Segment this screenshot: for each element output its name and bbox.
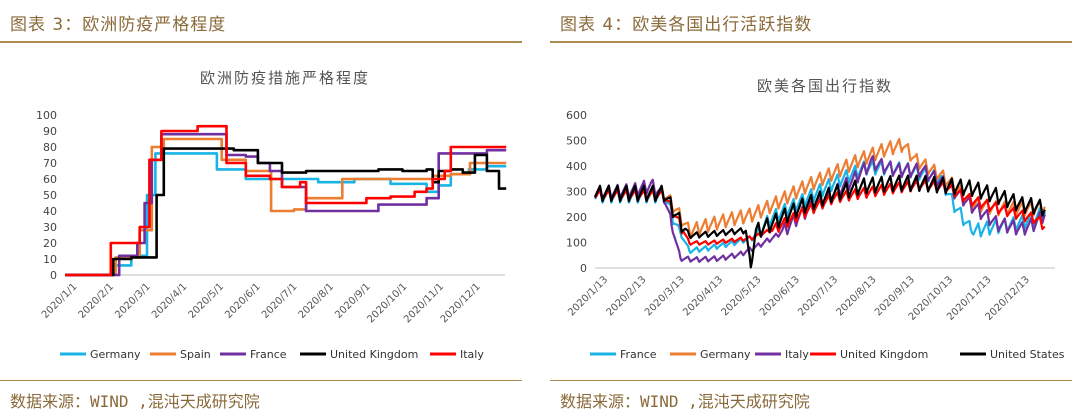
figure-title: 图表 4：欧美各国出行活跃指数 [560, 15, 813, 35]
x-tick-label: 2020/7/1 [260, 281, 300, 321]
europe-stringency-chart: 欧洲防疫措施严格程度 0 10 20 30 40 50 60 70 80 90 100 2020/1/1… [36, 69, 507, 361]
y-tick-label: 70 [43, 157, 57, 170]
source-note: 数据来源：WIND ,混沌天成研究院 [10, 392, 260, 411]
y-tick-label: 200 [566, 211, 587, 224]
chart-title: 欧美各国出行指数 [757, 77, 893, 95]
y-tick-label: 50 [43, 189, 57, 202]
title-rule [550, 41, 1072, 43]
legend-label: United Kingdom [840, 348, 928, 361]
x-tick-label: 2020/8/13 [835, 274, 879, 318]
mobility-index-chart: 欧美各国出行指数01002003004005006002020/1/132020… [566, 77, 1065, 361]
x-tick-label: 2020/2/13 [605, 274, 649, 318]
legend-label: France [250, 348, 287, 361]
x-tick-label: 2020/8/1 [297, 281, 337, 321]
right-figure-panel: 图表 4：欧美各国出行活跃指数 欧美各国出行指数 0 100 200 300 400 500… [550, 0, 1080, 418]
x-tick-label: 2020/7/13 [796, 274, 840, 318]
y-tick-label: 30 [43, 221, 57, 234]
legend-label: Italy [460, 348, 484, 361]
legend-label: France [620, 348, 657, 361]
x-tick-label: 2020/3/13 [643, 274, 687, 318]
series-line-italy [65, 124, 507, 277]
x-tick-label: 2020/6/13 [758, 274, 802, 318]
legend-label: United Kingdom [330, 348, 418, 361]
figure-title: 图表 3：欧洲防疫严格程度 [10, 15, 227, 35]
legend-label: Spain [180, 348, 211, 361]
x-tick-label: 2020/5/13 [720, 274, 764, 318]
legend-label: Germany [90, 348, 141, 361]
y-tick-label: 400 [566, 160, 587, 173]
y-tick-label: 500 [566, 135, 587, 148]
y-tick-label: 10 [43, 253, 57, 266]
series-line-united-states [594, 174, 1046, 269]
y-tick-label: 0 [50, 269, 57, 282]
y-tick-label: 0 [580, 262, 587, 275]
y-tick-label: 60 [43, 173, 57, 186]
x-tick-label: 2020/5/1 [187, 281, 227, 321]
x-tick-label: 2020/6/1 [223, 281, 263, 321]
source-rule [550, 380, 1072, 381]
legend-label: Germany [700, 348, 751, 361]
y-tick-label: 40 [43, 205, 57, 218]
x-tick-label: 2020/3/1 [113, 281, 153, 321]
y-tick-label: 90 [43, 125, 57, 138]
y-tick-label: 20 [43, 237, 57, 250]
x-tick-label: 2020/1/13 [566, 274, 610, 318]
x-tick-label: 2020/2/1 [77, 281, 117, 321]
y-tick-label: 100 [36, 109, 57, 122]
y-tick-label: 600 [566, 109, 587, 122]
source-rule [0, 380, 522, 381]
chart-title: 欧洲防疫措施严格程度 [200, 69, 370, 87]
left-figure-panel: 图表 3：欧洲防疫严格程度 欧洲防疫措施严格程度 0 10 20 30 40 50 60 70 8… [0, 0, 530, 418]
series-line-united-kingdom [65, 147, 507, 277]
x-tick-label: 2020/1/1 [40, 281, 80, 321]
title-rule [0, 41, 522, 43]
series-line-france [65, 132, 507, 277]
legend-label: Italy [785, 348, 809, 361]
y-tick-label: 80 [43, 141, 57, 154]
y-tick-label: 100 [566, 237, 587, 250]
y-tick-label: 300 [566, 186, 587, 199]
x-tick-label: 2020/4/1 [150, 281, 190, 321]
source-note: 数据来源：WIND ,混沌天成研究院 [560, 392, 810, 411]
x-tick-label: 2020/4/13 [681, 274, 725, 318]
legend-label: United States [990, 348, 1065, 361]
x-tick-label: 2020/12/1 [439, 281, 483, 325]
